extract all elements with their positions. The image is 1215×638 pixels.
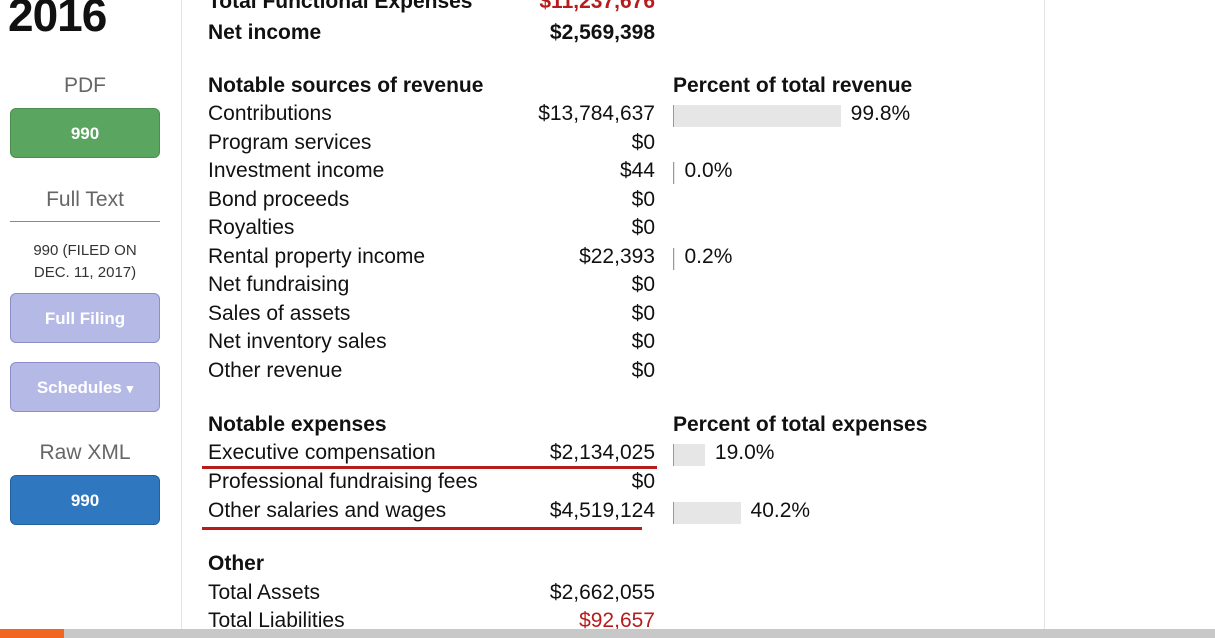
expense-amount: $2,134,025 <box>549 441 655 464</box>
percent-bar <box>673 248 675 270</box>
revenue-amount: $22,393 <box>579 245 655 268</box>
schedules-label: Schedules <box>36 378 122 397</box>
percent-value: 0.2% <box>684 245 733 268</box>
percent-value: 0.0% <box>684 159 733 182</box>
filing-year: 2016 <box>8 0 107 41</box>
revenue-percent-header: Percent of total revenue <box>673 74 913 97</box>
filed-date: 990 (FILED ON DEC. 11, 2017) <box>10 240 160 284</box>
revenue-row: Royalties $0 <box>208 216 1038 244</box>
expense-label: Executive compensation <box>208 441 436 464</box>
summary-label: Net income <box>208 21 322 44</box>
revenue-label: Bond proceeds <box>208 188 350 211</box>
revenue-amount: $44 <box>619 159 655 182</box>
revenue-amount: $0 <box>631 330 655 353</box>
expenses-percent-header: Percent of total expenses <box>673 413 928 436</box>
column-divider-right <box>1044 0 1045 638</box>
revenue-header: Notable sources of revenue <box>208 74 484 97</box>
revenue-row: Program services $0 <box>208 131 1038 159</box>
summary-amount: $11,237,676 <box>539 0 655 13</box>
percent-bar <box>673 444 705 466</box>
filed-line-2: DEC. 11, 2017) <box>33 264 137 281</box>
revenue-header-row: Notable sources of revenue Percent of to… <box>208 74 1038 102</box>
revenue-label: Net fundraising <box>208 273 350 296</box>
revenue-amount: $13,784,637 <box>538 102 655 125</box>
expense-amount: $4,519,124 <box>549 499 655 522</box>
pdf-990-button[interactable]: 990 <box>10 108 160 158</box>
revenue-row: Investment income $44 0.0% <box>208 159 1038 187</box>
summary-amount: $2,569,398 <box>549 21 655 44</box>
revenue-row: Contributions $13,784,637 99.8% <box>208 102 1038 130</box>
revenue-row: Sales of assets $0 <box>208 302 1038 330</box>
percent-bar <box>673 162 675 184</box>
progress-accent <box>0 629 64 638</box>
pdf-label: PDF <box>64 74 106 97</box>
revenue-label: Investment income <box>208 159 385 182</box>
highlight-underline <box>202 527 642 530</box>
revenue-amount: $0 <box>631 359 655 382</box>
horizontal-scrollbar[interactable] <box>0 629 1215 638</box>
full-text-label: Full Text <box>46 188 124 211</box>
raw-xml-990-button[interactable]: 990 <box>10 475 160 525</box>
expense-label: Professional fundraising fees <box>208 470 478 493</box>
expenses-header: Notable expenses <box>208 413 387 436</box>
other-row: Total Liabilities $92,657 <box>208 609 1038 637</box>
revenue-amount: $0 <box>631 273 655 296</box>
revenue-amount: $0 <box>631 131 655 154</box>
revenue-row: Other revenue $0 <box>208 359 1038 387</box>
expense-row: Executive compensation $2,134,025 19.0% <box>208 441 1038 469</box>
revenue-amount: $0 <box>631 188 655 211</box>
percent-value: 19.0% <box>714 441 775 464</box>
revenue-label: Royalties <box>208 216 295 239</box>
other-row: Total Assets $2,662,055 <box>208 581 1038 609</box>
revenue-amount: $0 <box>631 216 655 239</box>
sidebar-divider <box>10 221 160 222</box>
other-amount: $92,657 <box>579 609 655 632</box>
filed-line-1: 990 (FILED ON <box>33 242 137 259</box>
expense-amount: $0 <box>631 470 655 493</box>
revenue-label: Other revenue <box>208 359 343 382</box>
highlight-underline <box>202 466 657 469</box>
financial-summary: Total Functional Expenses $11,237,676 Ne… <box>202 0 1038 638</box>
expense-row: Professional fundraising fees $0 <box>208 470 1038 498</box>
revenue-row: Net fundraising $0 <box>208 273 1038 301</box>
other-label: Total Liabilities <box>208 609 345 632</box>
revenue-label: Rental property income <box>208 245 426 268</box>
percent-value: 40.2% <box>750 499 811 522</box>
raw-xml-label: Raw XML <box>39 441 131 464</box>
summary-label: Total Functional Expenses <box>208 0 473 13</box>
revenue-label: Program services <box>208 131 372 154</box>
percent-bar <box>673 502 741 524</box>
chevron-down-icon: ▾ <box>126 381 134 396</box>
summary-row: Total Functional Expenses $11,237,676 <box>208 0 1038 18</box>
other-header: Other <box>208 552 265 575</box>
revenue-row: Net inventory sales $0 <box>208 330 1038 358</box>
summary-row: Net income $2,569,398 <box>208 21 1038 49</box>
full-filing-button[interactable]: Full Filing <box>10 293 160 343</box>
other-label: Total Assets <box>208 581 321 604</box>
revenue-label: Contributions <box>208 102 332 125</box>
expense-label: Other salaries and wages <box>208 499 447 522</box>
percent-value: 99.8% <box>850 102 911 125</box>
column-divider-left <box>181 0 182 638</box>
other-amount: $2,662,055 <box>549 581 655 604</box>
other-header-row: Other <box>208 552 1038 580</box>
expense-row: Other salaries and wages $4,519,124 40.2… <box>208 499 1038 527</box>
revenue-label: Net inventory sales <box>208 330 387 353</box>
revenue-amount: $0 <box>631 302 655 325</box>
schedules-button[interactable]: Schedules ▾ <box>10 362 160 412</box>
filing-sidebar: 2016 PDF 990 Full Text 990 (FILED ON DEC… <box>0 0 170 638</box>
revenue-row: Rental property income $22,393 0.2% <box>208 245 1038 273</box>
expenses-header-row: Notable expenses Percent of total expens… <box>208 413 1038 441</box>
revenue-label: Sales of assets <box>208 302 351 325</box>
revenue-row: Bond proceeds $0 <box>208 188 1038 216</box>
percent-bar <box>673 105 841 127</box>
